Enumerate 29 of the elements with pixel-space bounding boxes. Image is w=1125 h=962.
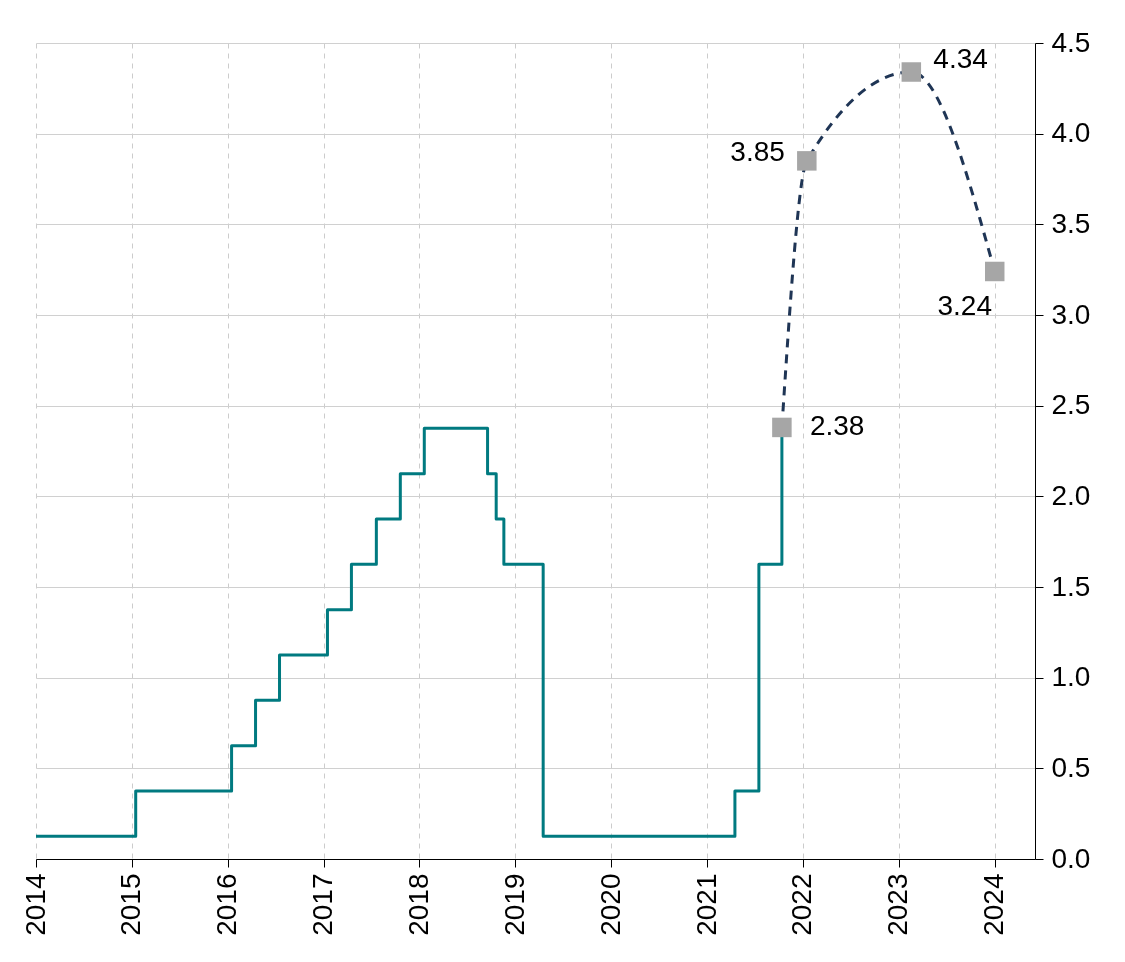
x-tick-label: 2019: [498, 873, 530, 936]
x-tick-label: 2015: [115, 873, 147, 936]
data-label: 4.34: [933, 43, 988, 75]
data-label: 3.24: [937, 290, 992, 322]
y-tick-label: 0.0: [1051, 842, 1091, 874]
y-tick-label: 1.5: [1051, 570, 1091, 602]
x-tick-label: 2022: [786, 873, 818, 936]
x-tick-label: 2020: [594, 873, 626, 936]
x-tick-label: 2024: [978, 873, 1010, 936]
x-tick-label: 2017: [307, 873, 339, 936]
y-tick-label: 4.0: [1051, 117, 1091, 149]
x-tick-label: 2023: [882, 873, 914, 936]
point: [797, 151, 817, 171]
point: [901, 62, 922, 82]
y-tick-label: 2.5: [1051, 389, 1091, 421]
y-tick-label: 0.5: [1051, 751, 1091, 783]
y-tick-label: 4.5: [1051, 26, 1091, 58]
y-tick-label: 1.0: [1051, 661, 1091, 693]
x-tick-label: 2016: [211, 873, 243, 936]
data-label: 3.85: [730, 135, 785, 167]
y-tick-label: 3.0: [1051, 298, 1091, 330]
point: [772, 417, 792, 438]
x-tick-label: 2018: [402, 873, 434, 936]
x-tick-label: 2021: [690, 873, 722, 936]
y-tick-label: 2.0: [1051, 479, 1091, 511]
y-tick-label: 3.5: [1051, 207, 1091, 239]
point: [984, 261, 1005, 282]
x-tick-label: 2014: [19, 873, 51, 936]
data-label: 2.38: [809, 410, 865, 442]
